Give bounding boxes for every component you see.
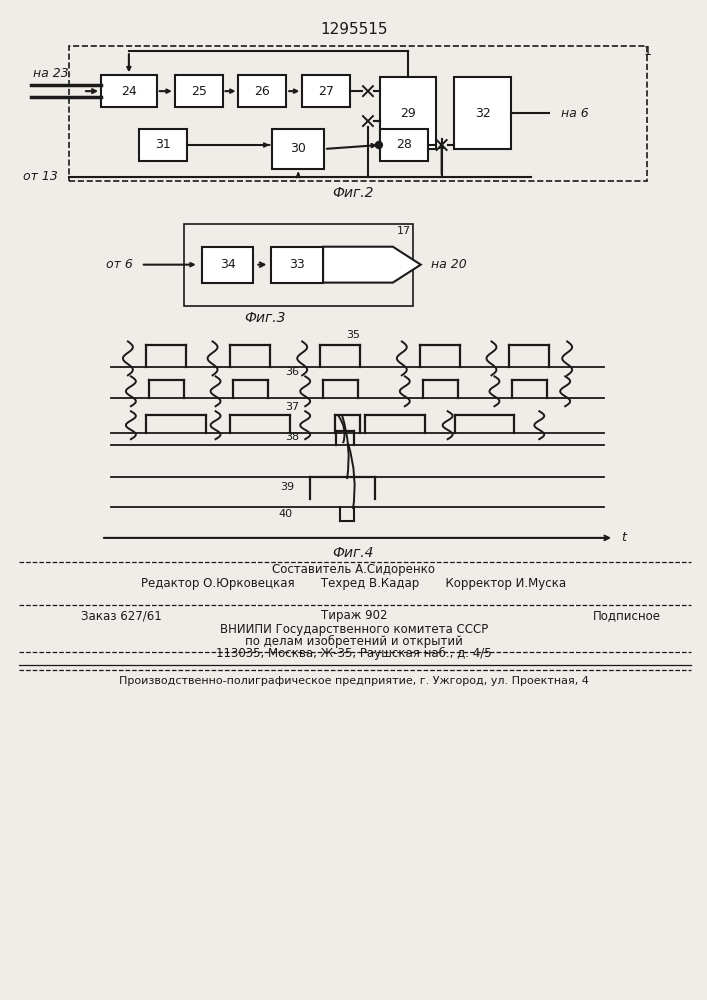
Text: 34: 34 <box>220 258 235 271</box>
Text: 33: 33 <box>289 258 305 271</box>
Text: t: t <box>621 531 626 544</box>
Text: Заказ 627/61: Заказ 627/61 <box>81 609 162 622</box>
Text: 27: 27 <box>318 85 334 98</box>
Text: Фиг.4: Фиг.4 <box>332 546 374 560</box>
Text: Фиг.3: Фиг.3 <box>245 311 286 325</box>
Text: Редактор О.Юрковецкая       Техред В.Кадар       Корректор И.Муска: Редактор О.Юрковецкая Техред В.Кадар Кор… <box>141 577 566 590</box>
Text: от 6: от 6 <box>106 258 133 271</box>
Bar <box>69 46 647 181</box>
Text: 31: 31 <box>155 138 170 151</box>
Text: Составитель А.Сидоренко: Составитель А.Сидоренко <box>272 563 436 576</box>
Text: 17: 17 <box>397 226 411 236</box>
Text: ВНИИПИ Государственного комитета СССР: ВНИИПИ Государственного комитета СССР <box>220 623 488 636</box>
Text: 38: 38 <box>285 432 299 442</box>
Bar <box>101 75 157 107</box>
Text: 32: 32 <box>474 107 491 120</box>
Text: 37: 37 <box>285 402 299 412</box>
Text: по делам изобретений и открытий: по делам изобретений и открытий <box>245 635 463 648</box>
Bar <box>184 224 413 306</box>
Bar <box>380 77 436 149</box>
Bar <box>272 129 324 169</box>
Text: 1295515: 1295515 <box>320 22 387 37</box>
FancyArrow shape <box>323 247 421 283</box>
Circle shape <box>375 141 382 148</box>
Text: на 23: на 23 <box>33 67 69 80</box>
Bar <box>175 75 223 107</box>
Text: Подписное: Подписное <box>593 609 661 622</box>
Text: 28: 28 <box>396 138 411 151</box>
Bar <box>271 247 323 283</box>
Bar <box>380 129 428 161</box>
Bar <box>139 129 187 161</box>
Text: 26: 26 <box>255 85 270 98</box>
Text: 113035, Москва, Ж-35, Раушская наб., д. 4/5: 113035, Москва, Ж-35, Раушская наб., д. … <box>216 647 492 660</box>
Text: 30: 30 <box>291 142 306 155</box>
Bar <box>201 247 253 283</box>
Text: 40: 40 <box>279 509 293 519</box>
Text: 36: 36 <box>285 367 299 377</box>
Text: на 6: на 6 <box>561 107 589 120</box>
Bar <box>238 75 286 107</box>
Text: 24: 24 <box>121 85 136 98</box>
Text: Тираж 902: Тираж 902 <box>321 609 387 622</box>
Text: от 13: от 13 <box>23 170 58 183</box>
Text: 29: 29 <box>400 107 416 120</box>
Bar <box>302 75 350 107</box>
Text: 1: 1 <box>644 45 652 58</box>
Text: 39: 39 <box>280 482 294 492</box>
Text: 35: 35 <box>346 330 360 340</box>
Bar <box>454 77 511 149</box>
Text: Производственно-полиграфическое предприятие, г. Ужгород, ул. Проектная, 4: Производственно-полиграфическое предприя… <box>119 676 589 686</box>
Text: Фиг.2: Фиг.2 <box>332 186 374 200</box>
Text: на 20: на 20 <box>431 258 467 271</box>
Text: 25: 25 <box>191 85 206 98</box>
